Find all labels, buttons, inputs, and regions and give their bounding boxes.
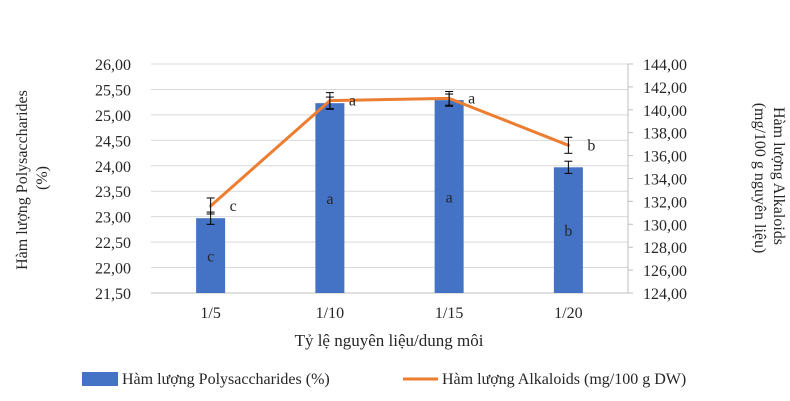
line-significance-label: b <box>587 137 595 154</box>
y-tick-label-right: 128,00 <box>643 240 687 257</box>
legend-swatch-polysaccharides <box>82 372 118 386</box>
x-tick-label: 1/20 <box>554 305 582 322</box>
x-axis-ticks: 1/5 1/10 1/15 1/20 <box>200 305 582 322</box>
x-tick-label: 1/15 <box>435 305 463 322</box>
y-axis-label-left: Hàm lượng Polysaccharides (%) <box>14 86 51 270</box>
line-significance-label: a <box>468 90 475 107</box>
y-tick-label-right: 132,00 <box>643 194 687 211</box>
legend-label-polysaccharides: Hàm lượng Polysaccharides (%) <box>122 371 330 388</box>
y-tick-label-right: 144,00 <box>643 57 687 74</box>
y-tick-label-right: 134,00 <box>643 172 687 189</box>
bar-significance-label: c <box>207 249 214 266</box>
bars <box>196 100 583 294</box>
y-tick-label-right: 124,00 <box>643 286 687 303</box>
line-series <box>209 96 570 208</box>
y-tick-label-left: 25,50 <box>95 82 131 99</box>
y-tick-label-left: 23,50 <box>95 184 131 201</box>
y-tick-label-left: 22,00 <box>95 261 131 278</box>
legend: Hàm lượng Polysaccharides (%) Hàm lượng … <box>82 371 686 388</box>
line-errorbars <box>206 90 573 215</box>
legend-label-alkaloids: Hàm lượng Alkaloids (mg/100 g DW) <box>442 371 686 388</box>
y-tick-label-right: 136,00 <box>643 149 687 166</box>
gridlines <box>151 63 628 294</box>
alkaloids-line <box>209 96 569 208</box>
line-labels: c a a b <box>230 90 596 215</box>
bar-significance-label: a <box>326 191 333 208</box>
bar-labels: c a a b <box>207 190 572 266</box>
bar-significance-label: a <box>446 190 453 207</box>
bar <box>553 167 583 293</box>
y-tick-label-left: 22,50 <box>95 235 131 252</box>
y-axis-label-right: Hàm lượng Alkaloids (mg/100 g nguyên liệ… <box>751 103 787 254</box>
bar <box>315 103 345 293</box>
y-tick-label-left: 26,00 <box>95 57 131 74</box>
y-tick-label-left: 24,50 <box>95 133 131 150</box>
line-significance-label: a <box>349 93 356 110</box>
y-tick-label-right: 126,00 <box>643 263 687 280</box>
bar <box>434 100 464 294</box>
right-axis-ticks: 124,00 126,00 128,00 130,00 132,00 134,00 136,… <box>628 57 687 303</box>
x-tick-label: 1/10 <box>316 305 344 322</box>
y-tick-label-right: 130,00 <box>643 217 687 234</box>
y-tick-label-left: 21,50 <box>95 286 131 303</box>
y-tick-label-right: 138,00 <box>643 126 687 143</box>
x-axis-label: Tỷ lệ nguyên liệu/dung môi <box>295 331 484 350</box>
left-axis-ticks: 21,50 22,00 22,50 23,00 23,50 24,00 24,50 25,00… <box>95 57 131 303</box>
bar <box>196 218 226 293</box>
y-tick-label-right: 142,00 <box>643 80 687 97</box>
y-tick-label-left: 24,00 <box>95 159 131 176</box>
bar-significance-label: b <box>564 223 572 240</box>
line-significance-label: c <box>230 198 237 215</box>
x-tick-label: 1/5 <box>200 305 220 322</box>
y-tick-label-right: 140,00 <box>643 103 687 120</box>
y-tick-label-left: 23,00 <box>95 210 131 227</box>
y-tick-label-left: 25,00 <box>95 108 131 125</box>
